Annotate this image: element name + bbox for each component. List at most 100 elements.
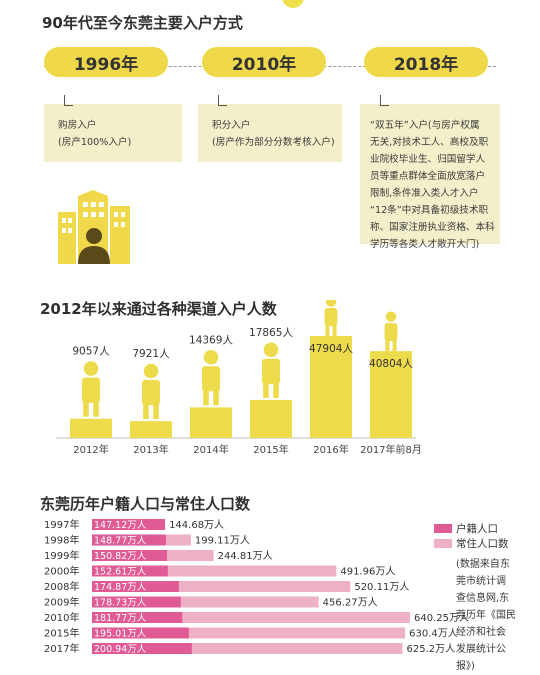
person-head — [203, 349, 219, 365]
y-tick-label: 2009年 — [44, 596, 79, 609]
person-leg — [93, 399, 99, 417]
x-tick-label: 2013年 — [133, 443, 168, 456]
legend-label-registered: 户籍人口 — [456, 522, 498, 535]
registered-bar — [92, 581, 179, 592]
person-icon — [384, 311, 398, 352]
resident-value-label: 491.96万人 — [340, 566, 395, 578]
bar-value-label: 14369人 — [189, 334, 233, 346]
person-icon — [142, 363, 160, 420]
source-note: (数据来自东 莞市统计调 查信息网,东 莞历年《国民 经济和社会 发展统计公 报… — [456, 556, 532, 675]
person-head — [385, 311, 397, 322]
person-head — [263, 342, 279, 358]
resident-bar — [92, 581, 351, 592]
registered-value-label: 152.61万人 — [94, 567, 147, 578]
person-leg — [213, 388, 219, 406]
era-pill-2010: 2010年 — [202, 47, 326, 77]
era-line: 业院校毕业生、归国留学人 — [370, 154, 486, 165]
person-body — [82, 377, 100, 403]
person-body — [262, 358, 280, 384]
bar — [370, 351, 412, 438]
decorative-blob — [282, 0, 304, 8]
person-head — [83, 361, 99, 376]
registered-bar — [92, 519, 166, 530]
registered-value-label: 148.77万人 — [94, 536, 147, 547]
legend-swatch-resident — [434, 539, 452, 548]
resident-value-label: 520.11万人 — [354, 581, 409, 593]
era-line: (房产100%入户) — [58, 137, 132, 148]
person-body — [202, 366, 220, 392]
person-head — [143, 363, 159, 379]
y-tick-label: 1998年 — [44, 534, 79, 547]
section-title-settlement-methods: 90年代至今东莞主要入户方式 — [42, 14, 243, 32]
resident-value-label: 199.11万人 — [195, 535, 250, 547]
bar — [250, 399, 292, 438]
section-title-population: 东莞历年户籍人口与常住人口数 — [40, 495, 251, 513]
resident-bar — [92, 596, 319, 608]
bar-value-label: 17865人 — [249, 327, 293, 339]
source-note-line: 经济和社会 — [456, 627, 506, 638]
population-bar-chart: 1997年 147.12万人 144.68万人 1998年 148.77万人 199.11… — [44, 518, 509, 655]
registered-value-label: 200.94万人 — [94, 644, 147, 655]
person-leg — [392, 339, 397, 352]
source-note-line: 报》) — [456, 661, 475, 672]
source-note-line: 发展统计公 — [456, 644, 506, 655]
bar-value-label: 40804人 — [369, 358, 413, 370]
source-note-line: 莞历年《国民 — [456, 610, 516, 621]
resident-value-label: 456.27万人 — [323, 597, 378, 609]
person-icon — [202, 349, 220, 406]
person-body — [384, 323, 398, 342]
pointer-mark — [64, 95, 73, 106]
resident-bar — [92, 565, 337, 577]
era-pill-2018: 2018年 — [364, 47, 488, 77]
bar — [130, 421, 172, 438]
person-leg — [203, 388, 209, 406]
legend-label-resident: 常住人口数 — [456, 537, 509, 550]
resident-bar — [92, 643, 403, 654]
person-body — [142, 379, 160, 406]
x-tick-label: 2014年 — [193, 443, 228, 456]
registered-value-label: 178.73万人 — [94, 598, 147, 609]
registered-bar — [92, 627, 189, 639]
resident-bar — [92, 612, 410, 623]
legend-swatch-registered — [434, 524, 452, 533]
bar-value-label: 9057人 — [72, 346, 110, 358]
y-tick-label: 2010年 — [44, 611, 79, 624]
registered-bar — [92, 550, 167, 561]
era-line: “双五年”入户(与房产权属 — [370, 120, 480, 131]
era-panel-2010: 积分入户 (房产作为部分分数考核入户) — [198, 95, 342, 162]
era-line: 限制,条件准入类人才入户 — [370, 188, 479, 199]
person-icon — [82, 361, 100, 417]
person-icon — [262, 342, 280, 398]
resident-value-label: 625.2万人 — [407, 643, 456, 655]
era-pill-1996: 1996年 — [44, 47, 168, 77]
resident-value-label: 630.4万人 — [409, 628, 458, 640]
person-leg — [325, 324, 330, 336]
era-line: 无关,对技术工人、高校及职 — [370, 137, 489, 148]
buildings-illustration-icon — [58, 190, 130, 264]
resident-bar — [92, 627, 406, 639]
registered-bar — [92, 643, 192, 654]
section-title-settlers-count: 2012年以来通过各种渠道入户人数 — [40, 300, 277, 318]
registered-bar — [92, 534, 166, 546]
y-tick-label: 1997年 — [44, 518, 79, 531]
registered-value-label: 181.77万人 — [94, 613, 147, 624]
bar — [70, 418, 112, 438]
source-note-line: 莞市统计调 — [456, 576, 506, 587]
bar — [190, 407, 232, 438]
settlers-bar-chart: 9057人 2012年 7921人 2013年 14369人 2014年 17865人 201… — [56, 300, 422, 456]
x-tick-label: 2017年前8月 — [360, 443, 422, 456]
pointer-mark — [380, 95, 389, 106]
source-note-line: 查信息网,东 — [456, 593, 510, 604]
registered-value-label: 150.82万人 — [94, 551, 147, 562]
era-panel-1996: 购房入户 (房产100%入户) — [44, 95, 182, 162]
era-panel-2018: “双五年”入户(与房产权属 无关,对技术工人、高校及职 业院校毕业生、归国留学人… — [360, 95, 500, 250]
registered-bar — [92, 565, 168, 577]
registered-bar — [92, 596, 181, 608]
era-line: 称、国家注册执业资格、本科 — [370, 222, 495, 233]
era-line: “12条”中对具备初级技术职 — [370, 205, 489, 216]
era-line: 积分入户 — [212, 120, 251, 131]
y-tick-label: 2008年 — [44, 580, 79, 593]
era-line: 员等重点群体全面放宽落户 — [370, 171, 486, 182]
person-leg — [273, 381, 279, 398]
person-head — [325, 300, 337, 307]
